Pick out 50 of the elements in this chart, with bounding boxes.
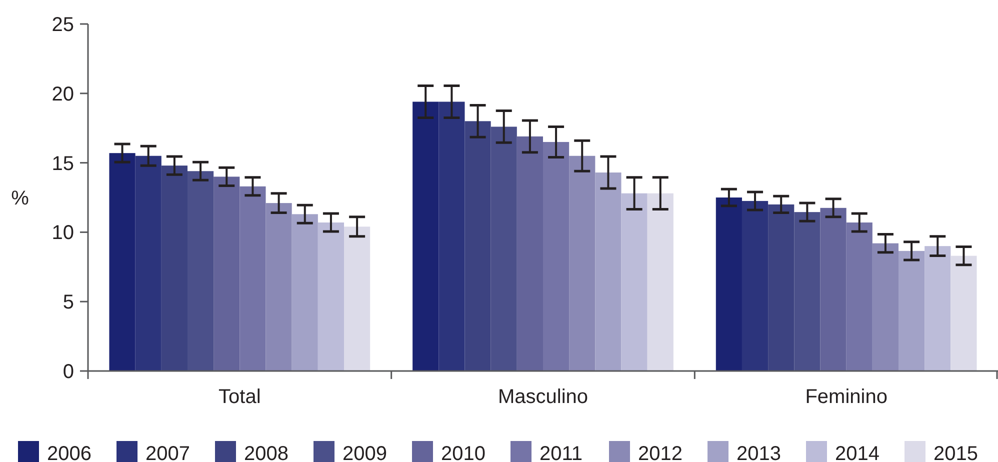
bar	[924, 246, 951, 371]
x-tick-label: Masculino	[498, 386, 588, 408]
y-tick-label: 0	[62, 361, 74, 383]
bar	[768, 204, 794, 371]
bar	[516, 136, 543, 371]
legend-label: 2010	[441, 443, 486, 462]
legend-label: 2009	[342, 443, 387, 462]
bar	[438, 102, 465, 371]
bar	[595, 172, 622, 371]
legend-label: 2007	[146, 443, 190, 462]
y-tick-label: 5	[62, 292, 74, 314]
bar	[240, 186, 266, 371]
y-tick-label: 20	[52, 83, 74, 106]
bar	[543, 142, 570, 371]
bar	[716, 198, 742, 371]
y-tick-label: 15	[52, 152, 74, 175]
bar	[647, 193, 674, 371]
bar	[161, 166, 188, 371]
bar	[266, 203, 292, 371]
legend-label: 2015	[934, 443, 978, 462]
legend-label: 2012	[638, 443, 682, 462]
bar	[872, 243, 899, 371]
bar	[898, 250, 925, 371]
bar	[621, 193, 648, 371]
legend-label: 2011	[540, 443, 583, 462]
legend-label: 2013	[736, 443, 781, 462]
x-tick-label: Feminino	[805, 386, 888, 408]
legend-label: 2014	[835, 443, 880, 462]
legend-label: 2006	[47, 443, 92, 462]
y-tick-label: 25	[52, 14, 74, 36]
y-tick-label: 10	[52, 222, 74, 244]
bar	[490, 126, 517, 371]
y-axis-title: %	[11, 188, 30, 210]
bar	[214, 176, 240, 371]
legend-label: 2008	[244, 443, 288, 462]
bar	[344, 226, 370, 371]
bar	[794, 212, 820, 371]
bar	[292, 214, 318, 371]
bar	[464, 121, 491, 371]
x-tick-label: Total	[218, 386, 261, 408]
bar	[135, 156, 162, 371]
bar	[846, 222, 872, 371]
bar	[187, 171, 214, 371]
bar	[569, 156, 596, 371]
bar	[820, 208, 846, 371]
bar	[412, 102, 439, 371]
bar	[109, 153, 136, 371]
bar	[318, 222, 344, 371]
bar	[950, 256, 977, 371]
bar	[742, 200, 768, 371]
